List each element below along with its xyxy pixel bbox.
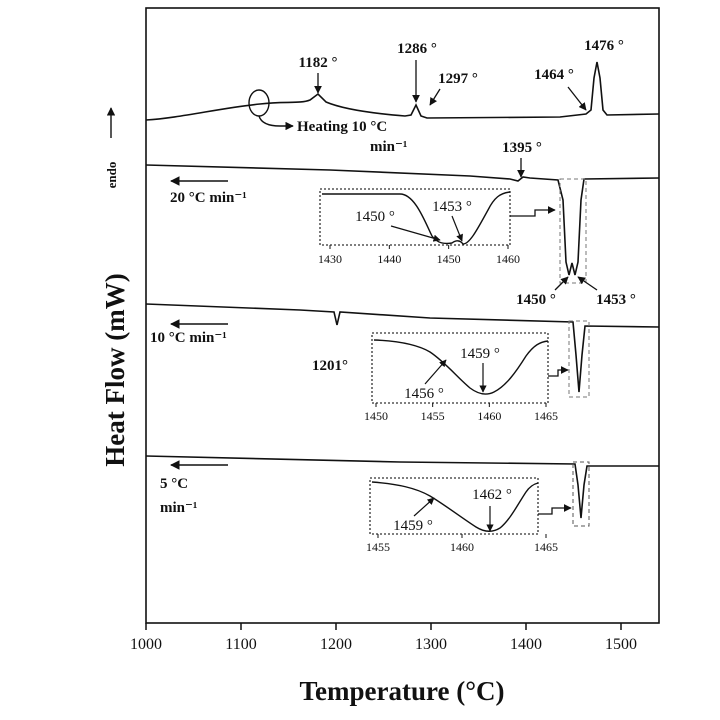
x-tick-label: 1300 bbox=[415, 636, 447, 653]
peak-arrow bbox=[577, 276, 598, 291]
series-label-heating-unit: min⁻¹ bbox=[370, 139, 407, 155]
inset-x-tick-label: 1465 bbox=[534, 540, 558, 554]
inset-x-tick-label: 1460 bbox=[450, 540, 474, 554]
series-line-heating bbox=[145, 61, 660, 121]
plot-frame bbox=[145, 7, 660, 624]
peak-label: 1182 ° bbox=[299, 55, 338, 71]
inset-5: 1455 1460 1465 1459 ° 1462 ° bbox=[366, 477, 572, 554]
inset-x-tick-label: 1440 bbox=[377, 252, 401, 266]
peak-arrow bbox=[567, 86, 587, 111]
x-axis-title: Temperature (°C) bbox=[299, 676, 504, 706]
series-label-10: 10 °C min⁻¹ bbox=[150, 330, 227, 346]
peak-arrow bbox=[429, 88, 441, 106]
inset-ticks: 1430 1440 1450 1460 bbox=[318, 245, 520, 266]
inset-ticks: 1450 1455 1460 1465 bbox=[364, 403, 558, 423]
inset-peak-label: 1453 ° bbox=[432, 199, 472, 215]
inset-peak-label: 1459 ° bbox=[460, 346, 500, 362]
inset-peak-arrow bbox=[413, 497, 435, 517]
peak-label: 1297 ° bbox=[438, 71, 478, 87]
inset-x-tick-label: 1455 bbox=[366, 540, 390, 554]
inset-line bbox=[373, 339, 549, 395]
inset-ticks: 1455 1460 1465 bbox=[366, 534, 558, 554]
inset-connector bbox=[510, 206, 556, 217]
series-line-20 bbox=[145, 164, 660, 276]
series-line-10 bbox=[145, 303, 660, 393]
x-tick-label: 1200 bbox=[320, 636, 352, 653]
inset-peak-arrow bbox=[424, 359, 447, 385]
inset-frame bbox=[319, 188, 511, 246]
zoom-box-20 bbox=[559, 178, 587, 284]
x-tick-label: 1100 bbox=[225, 636, 256, 653]
series-label-20: 20 °C min⁻¹ bbox=[170, 190, 247, 206]
inset-line bbox=[322, 191, 511, 245]
heating-arrow bbox=[258, 115, 294, 131]
series-label-5-unit: min⁻¹ bbox=[160, 500, 197, 516]
peak-label: 1453 ° bbox=[596, 292, 636, 308]
series-label-5: 5 °C bbox=[160, 476, 188, 492]
peak-label: 1286 ° bbox=[397, 41, 437, 57]
inset-x-tick-label: 1450 bbox=[437, 252, 461, 266]
inset-x-tick-label: 1465 bbox=[534, 409, 558, 423]
x-tick-label: 1400 bbox=[510, 636, 542, 653]
x-ticks: 1000 1100 1200 1300 1400 1500 bbox=[130, 623, 637, 653]
inset-peak-label: 1462 ° bbox=[472, 487, 512, 503]
inset-frame bbox=[369, 477, 539, 535]
inset-x-tick-label: 1460 bbox=[496, 252, 520, 266]
inset-peak-label: 1450 ° bbox=[355, 209, 395, 225]
y-axis-title: Heat Flow (mW) bbox=[100, 273, 130, 466]
zoom-box-5 bbox=[572, 461, 590, 527]
series-line-5 bbox=[145, 455, 659, 519]
zoom-box-10 bbox=[568, 320, 590, 398]
inset-peak-label: 1456 ° bbox=[404, 386, 444, 402]
peak-arrow bbox=[554, 276, 569, 291]
peak-label: 1450 ° bbox=[516, 292, 556, 308]
x-tick-label: 1000 bbox=[130, 636, 162, 653]
inset-connector bbox=[538, 504, 572, 515]
inset-peak-arrow bbox=[451, 215, 463, 242]
x-tick-label: 1500 bbox=[605, 636, 637, 653]
endo-label: endo bbox=[104, 162, 119, 189]
series-label-heating: Heating 10 °C bbox=[297, 119, 387, 135]
inset-x-tick-label: 1460 bbox=[477, 409, 501, 423]
inset-x-tick-label: 1450 bbox=[364, 409, 388, 423]
inset-20: 1430 1440 1450 1460 1450 ° 1453 ° bbox=[318, 188, 556, 266]
peak-label: 1395 ° bbox=[502, 140, 542, 156]
inset-x-tick-label: 1455 bbox=[421, 409, 445, 423]
inset-peak-label: 1459 ° bbox=[393, 518, 433, 534]
inset-peak-arrow bbox=[390, 225, 441, 242]
peak-label: 1201° bbox=[312, 358, 348, 374]
inset-frame bbox=[371, 332, 549, 404]
inset-10: 1450 1455 1460 1465 1456 ° 1459 ° bbox=[364, 332, 569, 423]
peak-label: 1464 ° bbox=[534, 67, 574, 83]
inset-connector bbox=[548, 366, 569, 377]
inset-x-tick-label: 1430 bbox=[318, 252, 342, 266]
peak-label: 1476 ° bbox=[584, 38, 624, 54]
